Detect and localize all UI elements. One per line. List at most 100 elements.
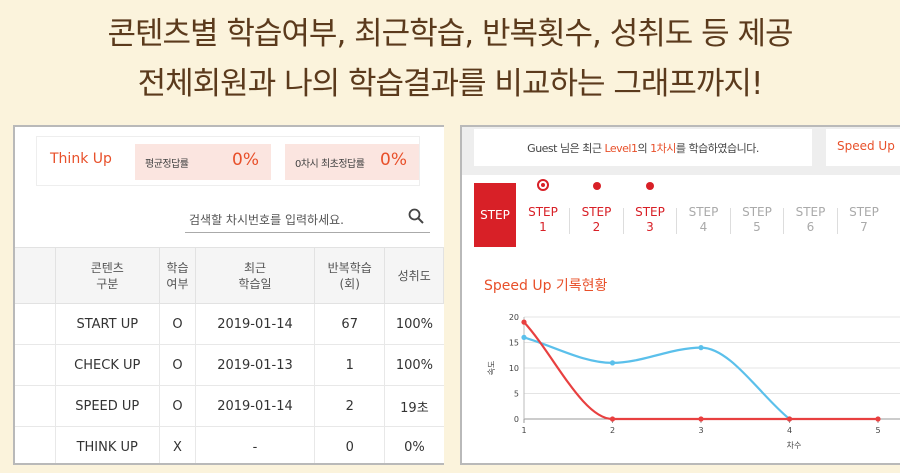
guest-status-message: Guest 님은 최근 Level1의 1차시를 학습하였습니다. — [474, 140, 812, 156]
tab-speed-up[interactable]: Speed Up — [826, 129, 900, 166]
guest-status-level: Level1 — [604, 142, 638, 155]
search-icon[interactable] — [408, 208, 424, 224]
row-blank — [15, 385, 55, 427]
cell-studied: O — [159, 344, 196, 386]
cell-date: 2019-01-13 — [194, 344, 315, 386]
step-number: 2 — [592, 220, 601, 234]
speed-up-panel: Guest 님은 최근 Level1의 1차시를 학습하였습니다. Speed … — [460, 125, 900, 465]
data-point — [698, 416, 704, 422]
step-number: 7 — [860, 220, 868, 234]
cell-achievement: 100% — [384, 303, 444, 345]
step-number: 6 — [806, 220, 815, 234]
header-achievement: 성취도 — [384, 247, 444, 304]
header-content-type-l1: 콘텐츠 — [90, 260, 124, 275]
header-studied-l1: 학습 — [166, 260, 189, 275]
cell-achievement: 19초 — [384, 385, 444, 427]
step-heading: STEP — [474, 183, 516, 247]
table-row[interactable]: SPEED UP O 2019-01-14 2 19초 — [15, 385, 444, 427]
cell-repeat: 0 — [314, 426, 385, 463]
tab-speed-up-label: Speed Up — [837, 139, 895, 153]
step-label: STEP — [742, 205, 772, 219]
first-score-box: 0차시 최초정답률 0% — [285, 144, 419, 180]
step-label: STEP — [528, 205, 558, 219]
step-number: 1 — [539, 220, 547, 234]
header-studied-l2: 여부 — [166, 276, 189, 291]
step-item-3[interactable]: STEP 3 — [623, 205, 677, 235]
headline-line-2: 전체회원과 나의 학습결과를 비교하는 그래프까지! — [137, 66, 764, 102]
guest-status-box: Guest 님은 최근 Level1의 1차시를 학습하였습니다. — [474, 129, 812, 166]
header-content-type-l2: 구분 — [96, 276, 119, 291]
average-score-box: 평균정답률 0% — [135, 144, 271, 180]
data-point — [521, 319, 527, 325]
step-divider — [622, 208, 624, 234]
data-point — [609, 360, 616, 366]
header-content-type: 콘텐츠 구분 — [54, 247, 160, 304]
table-row[interactable]: START UP O 2019-01-14 67 100% — [15, 303, 444, 345]
cell-achievement: 100% — [384, 344, 444, 386]
cell-studied: O — [159, 385, 196, 427]
search-input[interactable]: 검색할 차시번호를 입력하세요. — [185, 203, 430, 233]
x-tick-label: 3 — [698, 426, 703, 435]
table-row[interactable]: THINK UP X - 0 0% — [15, 426, 444, 463]
header-repeat-count-l1: 반복학습 — [327, 260, 372, 275]
cell-date: 2019-01-14 — [194, 303, 315, 345]
header-repeat-count-l2: (회) — [339, 276, 360, 291]
header-recent-date: 최근 학습일 — [194, 247, 316, 304]
header-studied: 학습 여부 — [159, 247, 196, 304]
step-number: 4 — [699, 220, 708, 234]
data-point — [698, 345, 704, 351]
table-row[interactable]: CHECK UP O 2019-01-13 1 100% — [15, 344, 444, 386]
cell-content: CHECK UP — [54, 344, 160, 386]
table-header-row: 콘텐츠 구분 학습 여부 최근 학습일 반복학습 (회) 성취도 — [15, 247, 444, 304]
data-point — [609, 416, 616, 422]
header-recent-date-l2: 학습일 — [238, 276, 272, 291]
step-label: STEP — [688, 205, 719, 219]
step-bar: STEP STEP 1 STEP 2 STEP 3 STEP 4 STEP 5 STEP 6 STEP 7 — [474, 179, 900, 247]
cell-content: SPEED UP — [54, 385, 160, 427]
cell-achievement: 0% — [384, 426, 444, 463]
cell-studied: X — [159, 426, 196, 463]
average-score-value: 0% — [232, 150, 259, 170]
row-blank — [15, 426, 55, 463]
y-tick-label: 0 — [514, 415, 519, 424]
step-item-2[interactable]: STEP 2 — [570, 205, 624, 235]
step-label: STEP — [581, 205, 612, 219]
row-blank — [15, 344, 55, 386]
guest-status-pre: Guest 님은 최근 — [527, 142, 605, 155]
data-point — [786, 416, 793, 422]
cell-studied: O — [159, 303, 196, 345]
step-number: 5 — [753, 220, 761, 234]
guest-status-lesson: 1차시 — [650, 142, 676, 155]
cell-date: 2019-01-14 — [194, 385, 315, 427]
cell-content: THINK UP — [54, 426, 160, 463]
speed-up-chart: 0 5 10 15 20 1 2 3 4 5 차수 속도 — [487, 313, 900, 450]
guest-status-mid: 의 — [637, 142, 651, 155]
header-recent-date-l1: 최근 — [243, 260, 267, 275]
step-item-7[interactable]: STEP 7 — [837, 205, 891, 235]
headline-line-1: 콘텐츠별 학습여부, 최근학습, 반복횟수, 성취도 등 제공 — [107, 16, 793, 52]
cell-date: - — [194, 426, 315, 463]
y-tick-label: 20 — [509, 313, 519, 322]
average-score-label: 평균정답률 — [145, 159, 189, 170]
row-blank — [15, 303, 55, 345]
completed-step-dot — [646, 182, 654, 190]
data-point — [875, 416, 881, 422]
y-tick-label: 15 — [509, 339, 519, 348]
y-tick-label: 5 — [514, 390, 519, 399]
step-item-5[interactable]: STEP 5 — [730, 205, 784, 235]
step-divider — [729, 208, 731, 234]
records-table: 콘텐츠 구분 학습 여부 최근 학습일 반복학습 (회) 성취도 START UP O … — [15, 247, 444, 463]
score-summary: Think Up 평균정답률 0% 0차시 최초정답률 0% — [37, 137, 419, 185]
data-point — [521, 334, 527, 340]
step-item-6[interactable]: STEP 6 — [784, 205, 838, 235]
step-divider — [569, 208, 570, 234]
step-label: STEP — [635, 205, 665, 219]
step-item-1[interactable]: STEP 1 — [516, 205, 570, 235]
step-number: 3 — [646, 220, 654, 234]
y-axis-title: 속도 — [487, 361, 496, 376]
search-placeholder: 검색할 차시번호를 입력하세요. — [189, 213, 344, 227]
series-line-2 — [523, 321, 878, 421]
step-item-4[interactable]: STEP 4 — [677, 205, 731, 235]
first-score-value: 0% — [380, 150, 407, 170]
think-up-panel: Think Up 평균정답률 0% 0차시 최초정답률 0% 검색할 차시번호를… — [13, 125, 444, 465]
